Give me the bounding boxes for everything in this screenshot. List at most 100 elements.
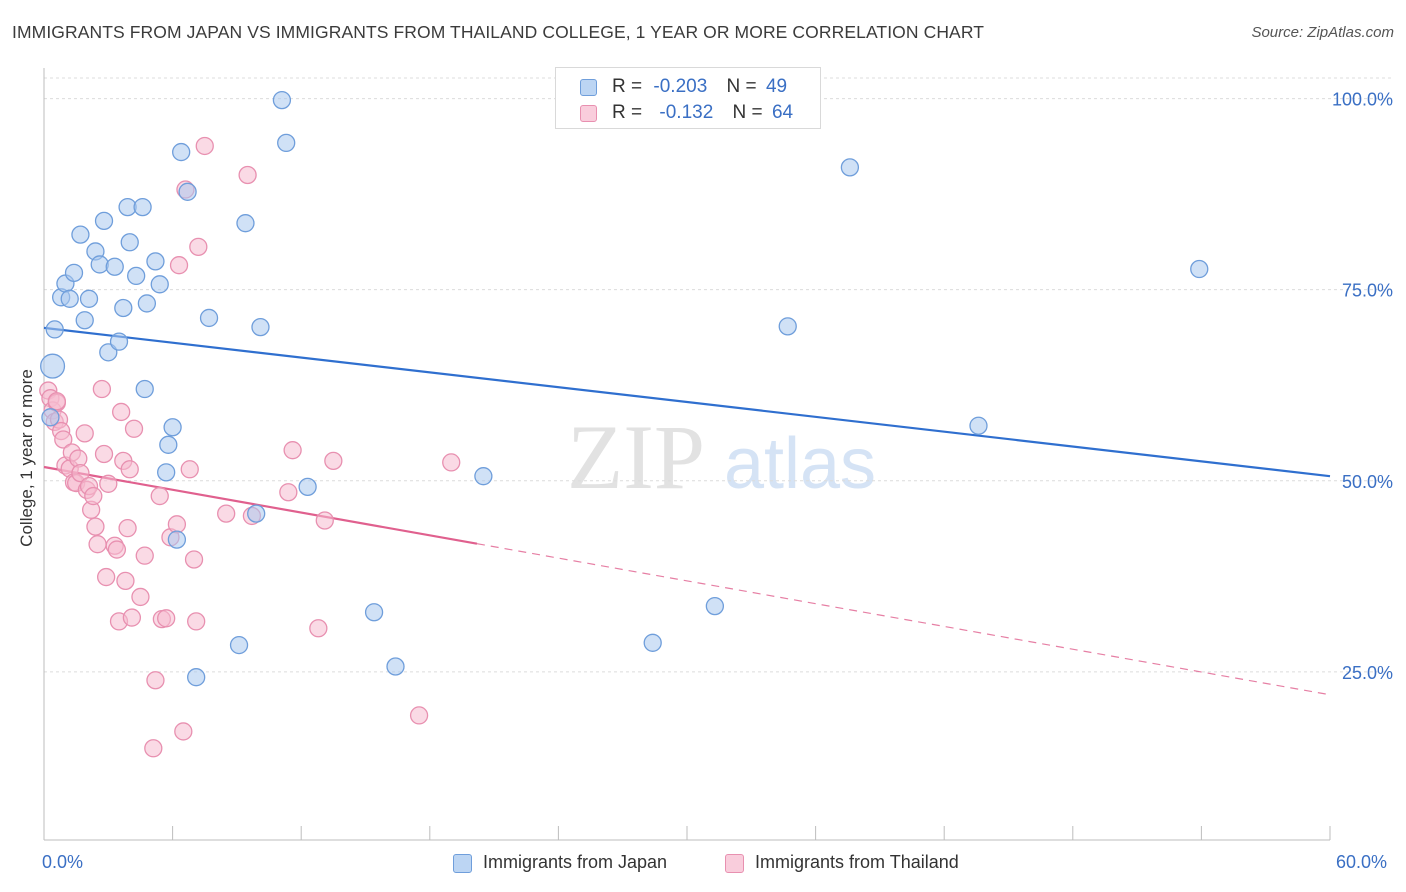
data-point-japan [840,158,860,177]
data-point-japan [251,317,270,337]
data-point-thailand [88,535,107,554]
data-point-thailand [324,451,343,471]
japan-n-label: N = [726,76,757,97]
watermark: ZIP atlas [567,406,876,508]
data-point-japan [71,225,90,244]
data-point-thailand [409,706,429,725]
data-point-japan [109,332,129,351]
data-point-japan [41,408,60,427]
chart-title: IMMIGRANTS FROM JAPAN VS IMMIGRANTS FROM… [12,22,985,42]
legend-japan-label: Immigrants from Japan [483,852,668,872]
data-point-thailand [279,483,298,502]
thailand-n-label: N = [732,102,763,123]
y-tick-label: 75.0% [1342,281,1393,301]
data-point-thailand [84,486,103,506]
data-point-japan [146,252,165,271]
y-tick-label: 100.0% [1332,90,1393,110]
data-point-japan [60,289,79,308]
watermark-atlas: atlas [724,424,876,504]
data-point-thailand [174,722,193,741]
japan-r-label: R = [612,76,643,97]
data-point-thailand [131,587,150,607]
data-point-thailand [92,379,112,399]
data-point-thailand [122,608,142,627]
data-point-thailand [118,518,137,538]
legend-japan-swatch [453,854,472,873]
axes [43,68,1331,841]
data-point-thailand [167,515,187,534]
japan-n-value: 49 [765,76,788,97]
data-point-thailand [116,571,135,591]
data-point-thailand [75,424,94,443]
data-point-thailand [146,671,165,690]
data-point-japan [79,289,99,308]
data-point-japan [133,197,152,217]
data-point-japan [90,255,109,274]
japan-r-value: -0.203 [653,76,708,97]
data-point-thailand [157,609,176,628]
data-point-japan [45,320,64,339]
data-point-japan [778,317,797,336]
y-tick-label: 25.0% [1342,663,1393,683]
data-point-thailand [71,463,90,483]
data-point-japan [105,257,124,276]
stats-legend: R = -0.203 N = 49 R = -0.132 N = 64 [555,67,821,129]
data-point-japan [474,467,493,486]
data-points [39,90,1209,758]
thailand-r-value: -0.132 [659,102,714,123]
data-point-thailand [195,136,214,156]
data-point-japan [187,668,206,687]
data-point-japan [120,233,139,252]
data-point-japan [150,275,169,294]
data-point-thailand [112,402,131,422]
data-point-japan [277,133,296,153]
data-point-japan [94,211,114,231]
thailand-n-value: 64 [771,102,794,123]
japan-swatch [580,79,597,96]
data-point-thailand [309,619,328,638]
data-point-japan [64,263,84,282]
data-point-thailand [135,546,154,565]
data-point-japan [135,379,154,399]
data-point-japan [643,633,662,652]
data-point-thailand [238,165,257,185]
data-point-thailand [99,474,118,493]
y-tick-labels: 25.0% 50.0% 75.0% 100.0% [1332,90,1393,683]
x-tick-label-max: 60.0% [1336,852,1388,872]
data-point-japan [157,463,176,482]
data-point-japan [705,596,725,616]
data-point-japan [298,477,317,497]
data-point-thailand [150,486,169,506]
data-point-thailand [442,453,461,472]
series-legend: Immigrants from Japan Immigrants from Th… [0,852,1406,876]
data-point-japan [236,214,255,233]
data-point-thailand [184,550,204,569]
data-point-thailand [97,567,116,587]
data-point-japan [159,435,178,454]
watermark-zip: ZIP [567,406,705,508]
data-point-japan [1190,259,1209,279]
data-point-thailand [124,419,144,438]
data-point-thailand [187,612,206,631]
data-point-japan [272,90,292,110]
data-point-thailand [180,460,199,479]
data-point-japan [178,182,197,201]
data-point-thailand [315,511,334,530]
trend-line-thailand-extension [476,543,1331,696]
data-point-japan [969,416,988,435]
data-point-japan [229,635,249,655]
data-point-japan [386,657,405,676]
data-point-japan [167,530,187,549]
data-point-thailand [217,504,236,523]
source-credit: Source: ZipAtlas.com [1251,24,1394,41]
data-point-japan [75,311,94,330]
data-point-japan [137,294,157,313]
data-point-thailand [94,444,114,464]
y-tick-label: 50.0% [1342,472,1393,492]
data-point-japan [163,418,182,437]
data-point-thailand [107,540,127,559]
data-point-thailand [120,460,139,479]
thailand-swatch [580,105,597,122]
